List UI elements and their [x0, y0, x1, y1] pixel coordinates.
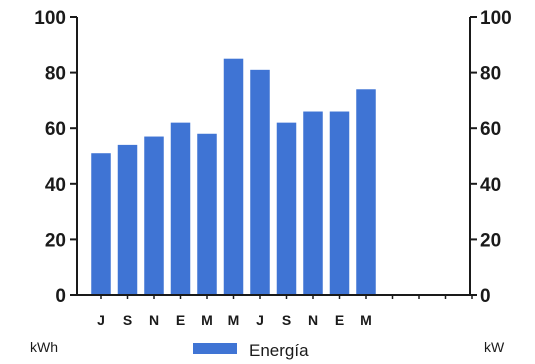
bar — [250, 69, 270, 295]
left-tick-label: 0 — [55, 286, 66, 307]
bar — [303, 111, 323, 296]
left-tick-label: 80 — [45, 64, 66, 85]
category-label: S — [123, 312, 132, 328]
category-label: M — [228, 312, 240, 328]
category-label: M — [360, 312, 372, 328]
bar — [356, 89, 376, 295]
right-axis-unit: kW — [484, 339, 505, 355]
right-tick-label: 0 — [480, 286, 491, 307]
bar — [117, 144, 138, 295]
left-tick-label: 20 — [45, 230, 66, 251]
category-label: M — [201, 312, 213, 328]
left-axis-unit: kWh — [30, 339, 58, 355]
bar — [91, 153, 111, 295]
bar — [276, 122, 297, 295]
bar — [144, 136, 164, 295]
legend-swatch — [193, 343, 237, 354]
right-tick-label: 100 — [480, 8, 512, 29]
right-tick-label: 20 — [480, 230, 501, 251]
right-tick-label: 60 — [480, 119, 501, 140]
right-axis-ticks: 0 20 40 60 80 100 — [470, 8, 512, 307]
left-tick-label: 100 — [34, 8, 66, 29]
category-label: N — [308, 312, 318, 328]
left-axis-ticks: 0 20 40 60 80 100 — [34, 8, 77, 307]
category-label: J — [256, 312, 264, 328]
bar — [223, 58, 244, 296]
right-tick-label: 80 — [480, 64, 501, 85]
category-label: N — [149, 312, 159, 328]
bars-group — [91, 58, 376, 296]
right-tick-label: 40 — [480, 175, 501, 196]
left-tick-label: 60 — [45, 119, 66, 140]
bar — [197, 133, 217, 295]
legend: Energía — [193, 341, 309, 360]
left-tick-label: 40 — [45, 175, 66, 196]
axes-group — [76, 17, 473, 299]
bar — [329, 111, 350, 296]
category-label: S — [282, 312, 291, 328]
bar — [170, 122, 191, 295]
legend-label: Energía — [249, 341, 309, 360]
category-label: J — [97, 312, 105, 328]
category-label: E — [335, 312, 344, 328]
category-label: E — [176, 312, 185, 328]
